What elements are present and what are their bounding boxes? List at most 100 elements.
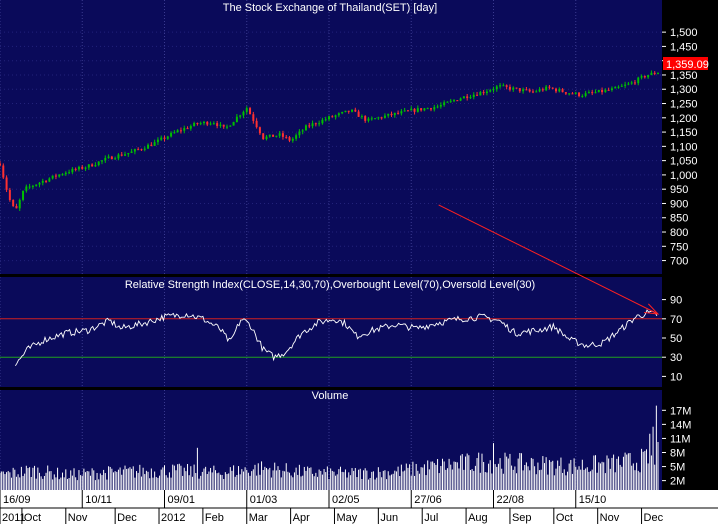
candle (604, 88, 607, 93)
candle (370, 116, 373, 121)
candle (472, 92, 475, 100)
candle (383, 113, 386, 119)
candle (360, 114, 363, 120)
candle (446, 101, 449, 103)
candle (252, 111, 255, 124)
candle (100, 160, 103, 165)
candle (61, 173, 64, 176)
y-tick-label: 10 (670, 371, 682, 383)
candle (587, 90, 590, 94)
candle (81, 165, 84, 170)
candle (285, 135, 288, 139)
candle (620, 83, 623, 87)
candle (107, 154, 110, 159)
y-tick-label: 850 (670, 213, 688, 225)
candle (212, 121, 215, 125)
x-month-label: May (336, 512, 357, 524)
candle (140, 148, 143, 151)
candle (657, 72, 659, 75)
y-tick-label: 8M (670, 448, 685, 460)
candle (176, 129, 179, 133)
candle (558, 87, 561, 93)
candle (127, 152, 130, 157)
candle (531, 89, 534, 94)
candle (443, 100, 446, 107)
candle (232, 121, 235, 126)
candle (650, 70, 653, 76)
candle (433, 104, 436, 112)
candle (15, 204, 18, 209)
candle (574, 91, 577, 95)
candle (314, 122, 317, 127)
candle (337, 112, 340, 118)
candle (423, 107, 426, 112)
y-tick-label: 1,500 (670, 27, 698, 39)
candle (229, 125, 232, 127)
candle (199, 121, 202, 126)
candle (640, 74, 643, 80)
candle (367, 116, 370, 123)
candle (120, 152, 123, 157)
candle (439, 102, 442, 109)
candle (420, 108, 423, 112)
candle (258, 126, 261, 136)
candle (647, 74, 650, 79)
candle (291, 137, 294, 143)
candle (130, 148, 133, 154)
x-tick-label: 02/05 (332, 494, 360, 506)
y-tick-label: 1,050 (670, 156, 698, 168)
candle (571, 92, 574, 95)
y-tick-label: 1,300 (670, 84, 698, 96)
x-month-label: Oct (556, 512, 573, 524)
candle (347, 110, 350, 114)
candle (393, 112, 396, 118)
y-tick-label: 17M (670, 405, 691, 417)
candle (170, 131, 173, 138)
candle (512, 86, 515, 92)
candle (535, 89, 538, 93)
candle (436, 104, 439, 109)
x-tick-label: 27/06 (414, 494, 442, 506)
candle (28, 183, 31, 190)
candle (117, 153, 120, 161)
candle (568, 93, 571, 96)
y-tick-label: 30 (670, 352, 682, 364)
candle (630, 80, 633, 85)
candle (68, 169, 71, 175)
x-tick-label: 09/01 (168, 494, 196, 506)
x-month-label: 2011 (2, 512, 26, 524)
candle (357, 109, 360, 117)
candle (173, 130, 176, 134)
candle (104, 155, 107, 163)
y-tick-label: 1,150 (670, 127, 698, 139)
y-axis-area (662, 0, 718, 490)
candle (403, 107, 406, 112)
candle (653, 71, 656, 76)
candle (255, 118, 258, 129)
candle (288, 135, 291, 143)
candle (581, 94, 584, 98)
candle (397, 110, 400, 115)
y-tick-label: 90 (670, 295, 682, 307)
candle (110, 155, 113, 160)
y-tick-label: 50 (670, 333, 682, 345)
y-tick-label: 700 (670, 256, 688, 268)
candle (219, 122, 222, 128)
candle (54, 173, 57, 180)
rsi-levels (0, 318, 662, 358)
candle (387, 113, 390, 118)
candle (179, 127, 182, 134)
trend-arrow (438, 204, 660, 315)
x-month-label: Nov (600, 512, 620, 524)
candle (453, 99, 456, 103)
candle (51, 175, 54, 180)
candle (374, 117, 377, 120)
candle (456, 100, 459, 102)
candle (555, 87, 558, 94)
x-month-label: Dec (117, 512, 137, 524)
candle (485, 89, 488, 96)
candle (124, 151, 127, 157)
candle (406, 109, 409, 112)
x-tick-label: 01/03 (250, 494, 278, 506)
y-tick-label: 1,350 (670, 70, 698, 82)
